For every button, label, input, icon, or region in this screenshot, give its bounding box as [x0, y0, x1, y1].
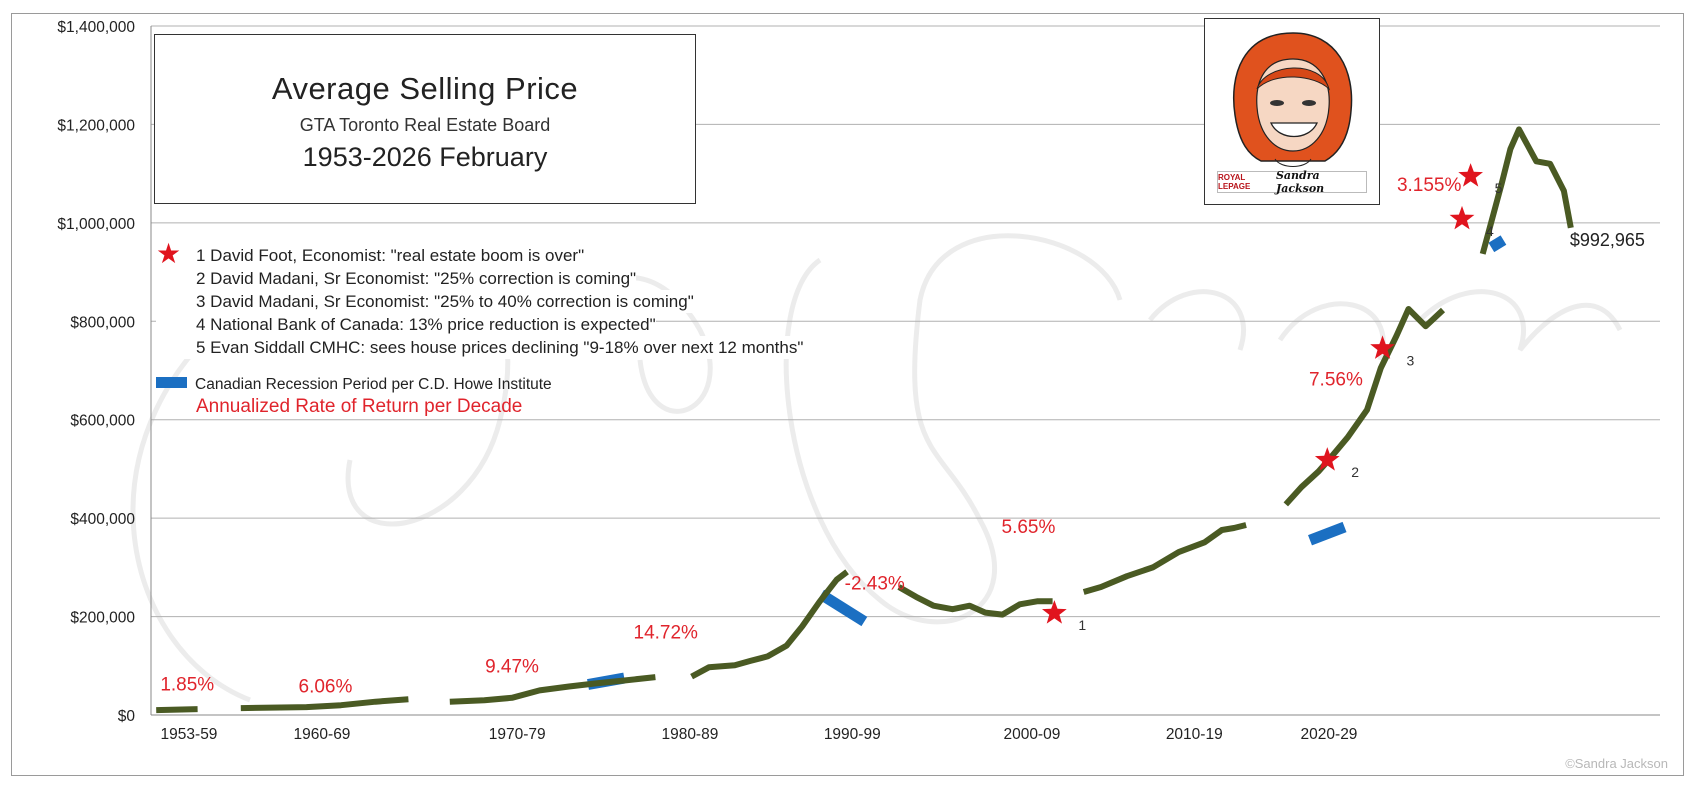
- recession-swatch: [156, 377, 187, 388]
- star-number-label: 1: [1078, 617, 1086, 633]
- x-tick-label: 1953-59: [161, 726, 218, 743]
- price-line-segment: [1283, 306, 1446, 507]
- copyright-text: ©Sandra Jackson: [1565, 756, 1668, 771]
- price-line-segment: [690, 569, 849, 680]
- note-text: 2 David Madani, Sr Economist: "25% corre…: [196, 269, 637, 288]
- prediction-stars: 1 2 3 4 5: [1042, 163, 1503, 633]
- note-2: 2 David Madani, Sr Economist: "25% corre…: [156, 267, 637, 290]
- x-tick-label: 1960-69: [294, 726, 351, 743]
- recession-legend: Canadian Recession Period per C.D. Howe …: [156, 376, 552, 394]
- y-tick-label: $800,000: [70, 314, 135, 331]
- star-marker: [1458, 163, 1483, 187]
- x-tick-label: 1990-99: [824, 726, 881, 743]
- decade-return-label: 6.06%: [299, 676, 353, 697]
- last-value-label: $992,965: [1570, 230, 1645, 250]
- price-line-segment: [1082, 522, 1247, 595]
- note-1: ★ 1 David Foot, Economist: "real estate b…: [156, 240, 585, 268]
- recession-legend-label: Canadian Recession Period per C.D. Howe …: [195, 376, 552, 393]
- star-marker: [1370, 335, 1395, 359]
- note-text: 1 David Foot, Economist: "real estate bo…: [196, 246, 585, 265]
- x-axis-labels: 1953-59 1960-69 1970-79 1980-89 1990-99 2000-…: [161, 726, 1358, 743]
- price-line-segment: [1479, 126, 1574, 255]
- x-tick-label: 2000-09: [1003, 726, 1060, 743]
- decade-return-label: 7.56%: [1309, 369, 1363, 390]
- note-4: 4 National Bank of Canada: 13% price red…: [156, 313, 656, 336]
- x-tick-label: 1970-79: [489, 726, 546, 743]
- recession-bar: [1308, 521, 1347, 546]
- y-tick-label: $600,000: [70, 413, 135, 430]
- chart-title-box: Average Selling Price GTA Toronto Real E…: [154, 34, 696, 204]
- brand-bar: ROYAL LEPAGE Sandra Jackson: [1217, 169, 1367, 195]
- y-tick-label: $1,000,000: [57, 216, 135, 233]
- recession-bar: [1488, 235, 1507, 253]
- price-line-segment: [156, 706, 198, 714]
- x-tick-label: 1980-89: [661, 726, 718, 743]
- price-series: [156, 126, 1574, 714]
- y-tick-label: $1,200,000: [57, 117, 135, 134]
- y-tick-label: $400,000: [70, 511, 135, 528]
- star-icon: ★: [156, 238, 182, 269]
- decade-return-label: 3.155%: [1397, 175, 1462, 196]
- note-text: 3 David Madani, Sr Economist: "25% to 40…: [196, 292, 694, 311]
- note-text: 4 National Bank of Canada: 13% price red…: [196, 315, 656, 334]
- agent-portrait: ROYAL LEPAGE Sandra Jackson: [1204, 18, 1380, 205]
- note-text: 5 Evan Siddall CMHC: sees house prices d…: [196, 338, 804, 357]
- y-axis-labels: $0 $200,000 $400,000 $600,000 $800,000 $1,000…: [57, 19, 135, 725]
- recession-bar: [818, 589, 868, 627]
- price-line-segment: [240, 696, 409, 712]
- decade-return-label: 14.72%: [634, 623, 699, 644]
- y-tick-label: $200,000: [70, 610, 135, 627]
- decade-return-label: 5.65%: [1002, 517, 1056, 538]
- price-line-segment: [897, 584, 1053, 618]
- star-number-label: 2: [1351, 464, 1359, 480]
- brand-logo: ROYAL LEPAGE: [1218, 173, 1251, 191]
- decade-return-label: 9.47%: [485, 657, 539, 678]
- star-number-label: 5: [1495, 180, 1503, 196]
- return-legend-label: Annualized Rate of Return per Decade: [196, 396, 523, 417]
- decade-return-labels: 1.85% 6.06% 9.47% 14.72% -2.43% 5.65% 7.56% 3.1…: [160, 175, 1461, 697]
- star-marker: [1314, 447, 1340, 471]
- chart-frame: [11, 13, 1684, 776]
- chart-subtitle: GTA Toronto Real Estate Board: [299, 115, 551, 135]
- y-tick-label: $1,400,000: [57, 19, 135, 36]
- price-line-segment: [449, 674, 656, 705]
- star-number-label: 4: [1486, 223, 1494, 239]
- decade-return-label: -2.43%: [845, 574, 905, 595]
- star-marker: [1042, 600, 1067, 624]
- star-marker: [1449, 205, 1475, 230]
- agent-name: Sandra Jackson: [1275, 169, 1325, 195]
- note-3: 3 David Madani, Sr Economist: "25% to 40…: [156, 290, 694, 313]
- decade-return-label: 1.85%: [160, 674, 214, 695]
- y-tick-label: $0: [118, 708, 136, 725]
- predictions-list: ★ 1 David Foot, Economist: "real estate b…: [156, 240, 804, 359]
- last-value-text: $992,965: [1570, 230, 1645, 250]
- x-tick-label: 2010-19: [1166, 726, 1223, 743]
- caricature-image: [1232, 32, 1353, 167]
- note-5: 5 Evan Siddall CMHC: sees house prices d…: [156, 336, 804, 359]
- chart-date-range: 1953-2026 February: [302, 142, 548, 172]
- chart-title: Average Selling Price: [271, 71, 579, 106]
- x-tick-label: 2020-29: [1301, 726, 1358, 743]
- star-number-label: 3: [1407, 352, 1415, 368]
